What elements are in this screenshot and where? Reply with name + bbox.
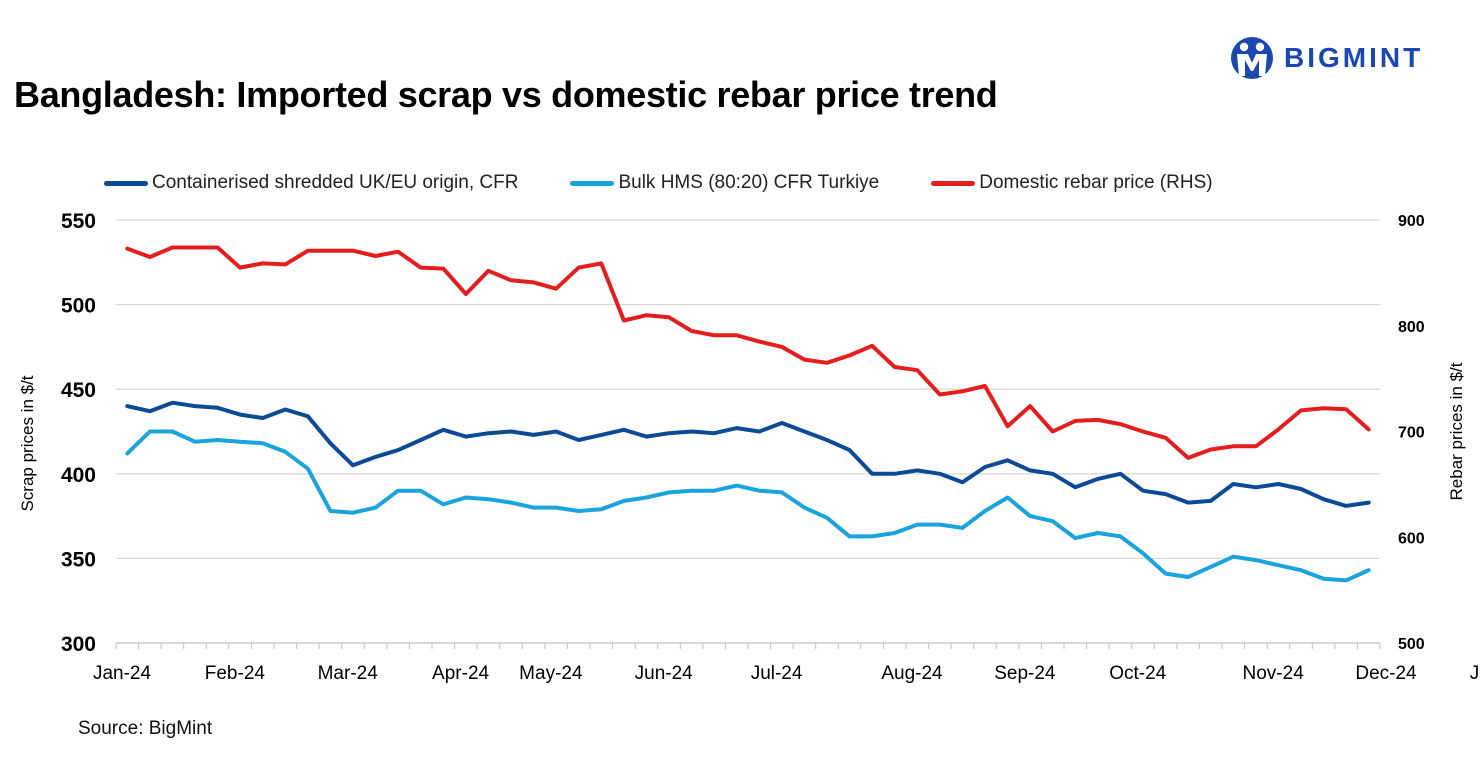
series-line-containerised: [125, 400, 1371, 508]
legend-item-containerised: Containerised shredded UK/EU origin, CFR: [104, 172, 518, 194]
series-line-rebar: [125, 245, 1371, 460]
x-tick-label: Sep-24: [994, 663, 1056, 684]
x-tick-label: Nov-24: [1243, 663, 1305, 684]
legend-swatch-bulk-hms: [570, 180, 615, 186]
y-axis-title-right: Rebar prices in $/t: [1447, 362, 1466, 500]
source-note: Source: BigMint: [78, 718, 213, 739]
y-tick-label-left: 450: [61, 379, 96, 402]
x-tick-label: Oct-24: [1109, 663, 1166, 684]
y-tick-label-right: 600: [1398, 530, 1425, 547]
x-tick-label: May-24: [519, 663, 583, 684]
x-tick-label: Apr-24: [432, 663, 489, 684]
series-line-bulk-hms: [125, 429, 1371, 583]
bigmint-logo: BIGMINT: [1230, 36, 1423, 80]
bigmint-logo-mark-icon: [1231, 37, 1273, 79]
y-tick-label-left: 300: [61, 633, 96, 656]
chart-title: Bangladesh: Imported scrap vs domestic r…: [14, 74, 998, 115]
x-tick-label: Aug-24: [881, 663, 943, 684]
legend-swatch-rebar: [931, 180, 976, 186]
legend-item-bulk-hms: Bulk HMS (80:20) CFR Turkiye: [570, 172, 879, 194]
chart-legend: Containerised shredded UK/EU origin, CFR…: [104, 172, 1265, 194]
x-tick-label: Dec-24: [1355, 663, 1417, 684]
legend-swatch-containerised: [104, 180, 148, 186]
y-axis-title-left: Scrap prices in $/t: [18, 375, 37, 511]
legend-label-rebar: Domestic rebar price (RHS): [979, 172, 1213, 193]
legend-item-rebar: Domestic rebar price (RHS): [931, 172, 1213, 194]
x-tick-label: Jan-24: [93, 663, 152, 684]
y-tick-label-right: 700: [1398, 425, 1425, 442]
y-tick-label-left: 350: [61, 548, 96, 571]
y-tick-label-left: 550: [61, 210, 96, 233]
legend-label-containerised: Containerised shredded UK/EU origin, CFR: [152, 172, 519, 193]
y-tick-label-right: 500: [1398, 636, 1425, 653]
legend-label-bulk-hms: Bulk HMS (80:20) CFR Turkiye: [618, 172, 880, 193]
x-tick-label: Mar-24: [318, 663, 379, 684]
x-tick-label: Jan-25: [1470, 663, 1480, 684]
y-tick-label-right: 900: [1398, 213, 1425, 230]
bigmint-logo-text: BIGMINT: [1284, 42, 1424, 73]
y-tick-label-left: 500: [61, 295, 96, 318]
y-tick-label-left: 400: [61, 464, 96, 487]
x-tick-label: Feb-24: [205, 663, 266, 684]
y-tick-label-right: 800: [1398, 319, 1425, 336]
x-tick-label: Jul-24: [751, 663, 803, 684]
x-tick-label: Jun-24: [635, 663, 694, 684]
